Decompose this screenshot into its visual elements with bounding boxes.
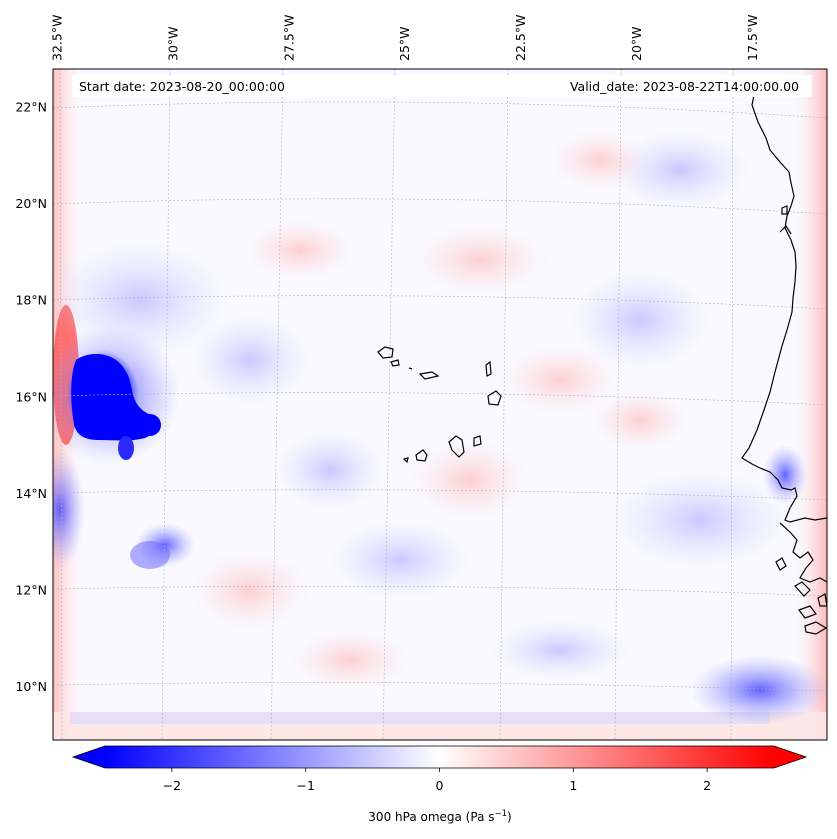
longitude-label: 25°W [397, 26, 412, 61]
african-coastline [741, 89, 827, 635]
colorbar-tick-label: −1 [296, 778, 314, 793]
colorbar-label: 300 hPa omega (Pa s−1) [368, 809, 511, 824]
latitude-label: 14°N [15, 486, 47, 501]
colorbar-extend-max [774, 746, 806, 768]
omega-blob [500, 345, 620, 415]
colorbar-tick-label: −2 [163, 778, 181, 793]
map-frame [52, 68, 828, 741]
colorbar-tick-label: 0 [436, 778, 444, 793]
colorbar-tick-label: 2 [703, 778, 711, 793]
omega-blob [550, 130, 650, 190]
island-boa-vista [487, 390, 502, 406]
omega-blob [190, 550, 310, 630]
omega-blob [290, 630, 410, 690]
longitude-label: 30°W [166, 26, 181, 61]
longitude-labels: 32.5°W 30°W 27.5°W 25°W 22.5°W 20°W 17.5°W [50, 15, 760, 61]
island-maio [473, 435, 482, 447]
start-date-label: Start date: 2023-08-20_00:00:00 [79, 79, 285, 94]
colorbar-tick-label: 1 [569, 778, 577, 793]
island-santo-antao [377, 346, 394, 359]
omega-blob [53, 450, 85, 570]
island-santiago [448, 435, 465, 458]
omega-blob [245, 220, 355, 280]
omega-blob [490, 620, 630, 680]
header-background [72, 75, 812, 97]
map-panel [53, 69, 827, 740]
longitude-label: 17.5°W [745, 15, 760, 61]
omega-blob [275, 430, 385, 510]
cape-verde-islands [377, 346, 502, 464]
island-sao-vicente [390, 359, 400, 367]
colorbar-body [105, 746, 774, 768]
latitude-label: 22°N [15, 100, 47, 115]
longitude-label: 32.5°W [50, 15, 65, 61]
island-sal [485, 360, 492, 377]
latitude-label: 20°N [15, 196, 47, 211]
omega-blob [690, 655, 827, 725]
omega-blob [590, 390, 690, 450]
omega-blob [410, 225, 550, 295]
longitude-label: 22.5°W [513, 15, 528, 61]
strong-ascent-cell [118, 436, 134, 460]
omega-blob [763, 445, 807, 505]
valid-date-label: Valid_date: 2023-08-22T14:00:00.00 [570, 79, 799, 94]
latitude-label: 18°N [15, 293, 47, 308]
latitude-labels: 22°N 20°N 18°N 16°N 14°N 12°N 10°N [15, 100, 47, 694]
strong-ascent-core [71, 354, 156, 441]
omega-blob [330, 520, 470, 600]
island-brava [402, 457, 409, 464]
omega-blob [410, 440, 530, 520]
bottom-blue-band [70, 712, 770, 724]
omega-blob [610, 470, 790, 570]
strong-ascent-cell [139, 414, 161, 436]
omega-blob [190, 315, 310, 405]
latitude-label: 12°N [15, 582, 47, 597]
colorbar-ticks: −2 −1 0 1 2 [163, 768, 711, 793]
latitude-label: 10°N [15, 679, 47, 694]
latitude-label: 16°N [15, 389, 47, 404]
colorbar-extend-min [73, 746, 105, 768]
longitude-label: 27.5°W [281, 15, 296, 61]
island-fogo [415, 449, 428, 462]
colorbar-outline [71, 745, 808, 769]
island-santa-luzia [408, 367, 413, 370]
secondary-ascent-core [130, 541, 170, 569]
longitude-label: 20°W [629, 26, 644, 61]
colorbar: −2 −1 0 1 2 300 hPa omega (Pa s−1) [71, 745, 808, 824]
omega-blob [570, 270, 710, 370]
island-sao-nicolau [418, 371, 440, 380]
